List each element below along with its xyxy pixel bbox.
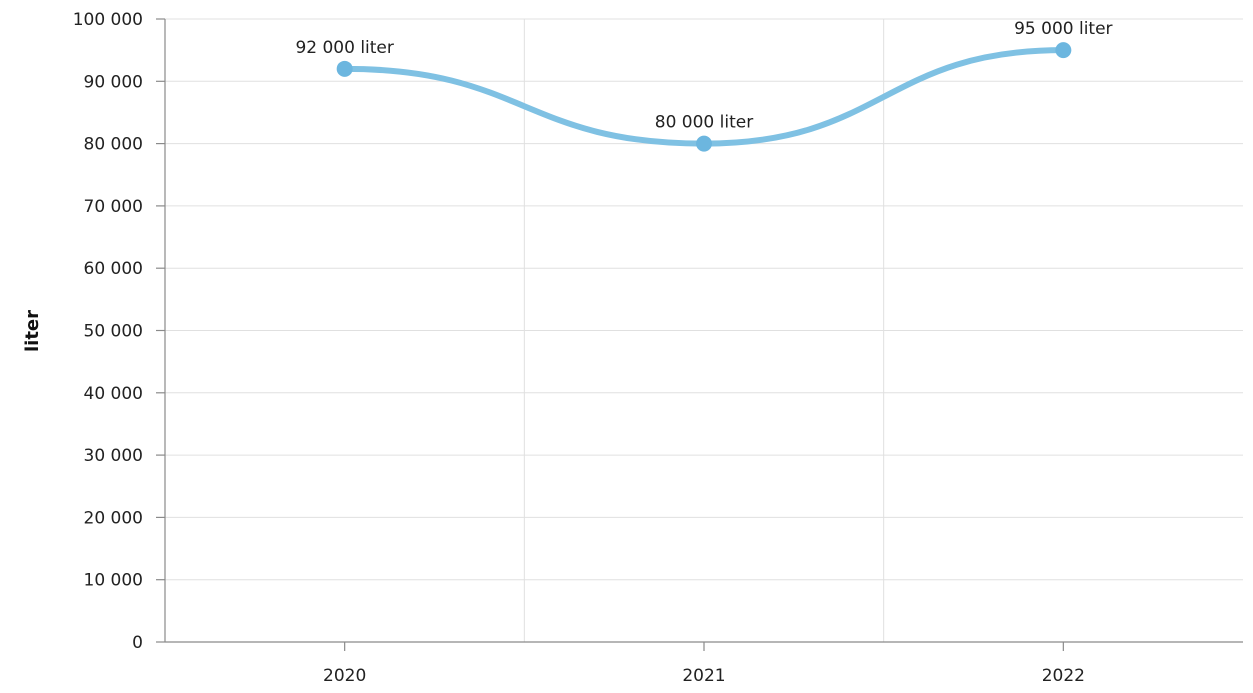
series (336, 42, 1072, 152)
axes: 0 10 000 20 000 30 000 40 000 50 000 60 000 70 … (73, 10, 1243, 686)
data-point[interactable] (696, 135, 712, 152)
y-tick-label: 70 000 (84, 197, 143, 217)
y-tick-label: 60 000 (84, 259, 143, 279)
grid-lines (165, 18, 1243, 642)
y-tick-label: 10 000 (84, 571, 143, 591)
y-tick-label: 0 (132, 633, 143, 653)
x-tick-label: 2020 (323, 666, 366, 686)
data-point[interactable] (336, 60, 353, 77)
y-tick-label: 90 000 (84, 72, 143, 92)
data-label: 95 000 liter (1014, 19, 1112, 39)
y-tick-label: 50 000 (84, 322, 143, 342)
y-axis-title: liter (22, 310, 43, 352)
x-tick-label: 2021 (682, 666, 725, 686)
data-label: 80 000 liter (655, 113, 753, 133)
y-tick-label: 80 000 (84, 135, 143, 155)
y-tick-label: 40 000 (84, 384, 143, 404)
y-tick-label: 20 000 (84, 508, 143, 528)
y-tick-label: 100 000 (73, 10, 143, 30)
x-tick-label: 2022 (1042, 666, 1085, 686)
y-tick-label: 30 000 (84, 446, 143, 466)
data-point[interactable] (1055, 42, 1072, 59)
data-label: 92 000 liter (295, 38, 393, 58)
data-labels: 92 000 liter 80 000 liter 95 000 liter (295, 19, 1112, 132)
